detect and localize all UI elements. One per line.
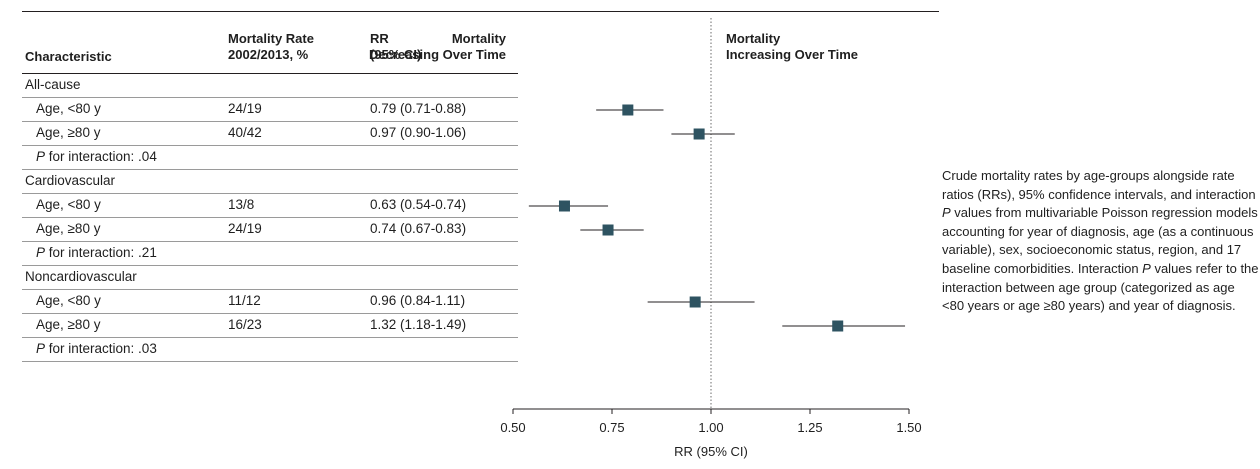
interaction-text: for interaction: .04 <box>45 149 157 164</box>
x-axis-label: RR (95% CI) <box>674 444 748 459</box>
row-rate: 24/19 <box>228 101 262 116</box>
row-rate: 16/23 <box>228 317 262 332</box>
rr-marker <box>558 200 570 212</box>
row-rr: 0.74 (0.67-0.83) <box>370 221 467 236</box>
row-label: Age, <80 y <box>36 101 101 116</box>
top-rule <box>22 11 939 12</box>
caption-text-1: Crude mortality rates by age-groups alon… <box>942 168 1256 202</box>
row-rr: 0.97 (0.90-1.06) <box>370 125 467 140</box>
row-rr: 0.63 (0.54-0.74) <box>370 197 467 212</box>
row-rate: 24/19 <box>228 221 262 236</box>
row-rr: 0.79 (0.71-0.88) <box>370 101 467 116</box>
rr-marker <box>693 128 705 140</box>
header-increasing-line1: Mortality <box>726 31 781 46</box>
x-tick-label: 1.25 <box>797 420 822 435</box>
table-row: Age, ≥80 y 16/23 1.32 (1.18-1.49) <box>22 314 518 338</box>
row-rr: 0.96 (0.84-1.11) <box>370 293 466 308</box>
table-row-interaction: P for interaction: .03 <box>22 338 518 362</box>
p-symbol: P <box>36 245 46 260</box>
header-mortality-increasing: Mortality Increasing Over Time <box>726 31 858 63</box>
p-symbol: P <box>36 149 46 164</box>
table-row-interaction: P for interaction: .04 <box>22 146 518 170</box>
caption-p-1: P <box>942 205 951 221</box>
row-rate: 40/42 <box>228 125 262 140</box>
x-tick-label: 0.50 <box>500 420 525 435</box>
header-mortality-rate-line2: 2002/2013, % <box>228 47 309 62</box>
x-tick-label: 1.50 <box>896 420 921 435</box>
group-label: Noncardiovascular <box>25 269 137 284</box>
interaction-label: P for interaction: .04 <box>36 146 157 168</box>
rr-marker <box>832 320 844 332</box>
row-label: Age, <80 y <box>36 293 101 308</box>
header-rr-line1: RR <box>370 31 389 46</box>
row-label: Age, ≥80 y <box>36 221 101 236</box>
header-rr: RR (95% CI) <box>370 31 421 63</box>
header-characteristic: Characteristic <box>25 49 112 64</box>
row-rr: 1.32 (1.18-1.49) <box>370 317 467 332</box>
row-rate: 11/12 <box>228 293 261 308</box>
header-rule <box>22 73 518 74</box>
table-row: Age, ≥80 y 24/19 0.74 (0.67-0.83) <box>22 218 518 242</box>
table-row: Age, <80 y 13/8 0.63 (0.54-0.74) <box>22 194 518 218</box>
table-row-interaction: P for interaction: .21 <box>22 242 518 266</box>
x-tick-label: 0.75 <box>599 420 624 435</box>
table-row: Age, <80 y 24/19 0.79 (0.71-0.88) <box>22 98 518 122</box>
caption-text-2: values from multivariable Poisson regres… <box>942 205 1258 276</box>
header-mortality-rate: Mortality Rate 2002/2013, % <box>228 31 314 63</box>
interaction-text: for interaction: .03 <box>45 341 157 356</box>
interaction-label: P for interaction: .03 <box>36 338 157 360</box>
table-row-group: All-cause <box>22 74 518 98</box>
group-label: Cardiovascular <box>25 173 116 188</box>
caption-p-2: P <box>1142 260 1151 276</box>
header-rr-line2: (95% CI) <box>370 47 422 62</box>
table-row: Age, <80 y 11/12 0.96 (0.84-1.11) <box>22 290 518 314</box>
x-tick-label: 1.00 <box>698 420 723 435</box>
row-rate: 13/8 <box>228 197 255 212</box>
interaction-label: P for interaction: .21 <box>36 242 157 264</box>
header-mortality-rate-line1: Mortality Rate <box>228 31 314 46</box>
row-label: Age, <80 y <box>36 197 101 212</box>
rr-marker <box>602 224 614 236</box>
table-row-group: Cardiovascular <box>22 170 518 194</box>
row-label: Age, ≥80 y <box>36 317 101 332</box>
header-decreasing-line1: Mortality <box>451 31 506 46</box>
table-row-group: Noncardiovascular <box>22 266 518 290</box>
caption-text-3: values refer to the interaction between … <box>942 260 1259 314</box>
header-increasing-line2: Increasing Over Time <box>726 47 858 62</box>
group-label: All-cause <box>25 77 81 92</box>
figure-caption: Crude mortality rates by age-groups alon… <box>942 167 1260 316</box>
table-row: Age, ≥80 y 40/42 0.97 (0.90-1.06) <box>22 122 518 146</box>
row-label: Age, ≥80 y <box>36 125 101 140</box>
p-symbol: P <box>36 341 46 356</box>
interaction-text: for interaction: .21 <box>45 245 157 260</box>
rr-marker <box>622 104 634 116</box>
header-decreasing-line2: Decreasing Over Time <box>368 47 506 62</box>
rr-marker <box>689 296 701 308</box>
header-mortality-decreasing: Mortality Decreasing Over Time <box>369 31 506 63</box>
